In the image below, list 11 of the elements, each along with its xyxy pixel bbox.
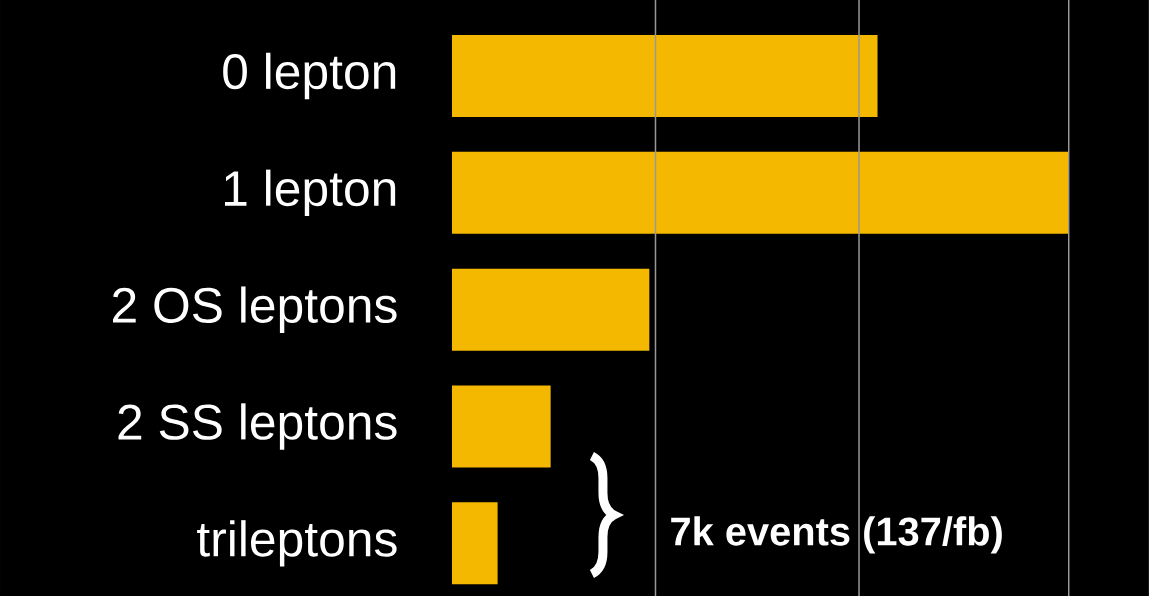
y-tick-label: 0 lepton bbox=[223, 52, 396, 100]
bar bbox=[451, 268, 650, 351]
bar bbox=[451, 385, 551, 468]
y-tick-label: 1 lepton bbox=[225, 169, 396, 217]
bar bbox=[451, 151, 1069, 234]
y-tick-label: 2 SS leptons bbox=[118, 403, 397, 450]
annotation: 7k events (137/fb) bbox=[671, 516, 1002, 554]
bar bbox=[451, 502, 498, 585]
bar bbox=[451, 34, 878, 117]
y-tick-label: trileptons bbox=[197, 520, 397, 567]
y-tick-label: 2 OS leptons bbox=[112, 286, 397, 333]
